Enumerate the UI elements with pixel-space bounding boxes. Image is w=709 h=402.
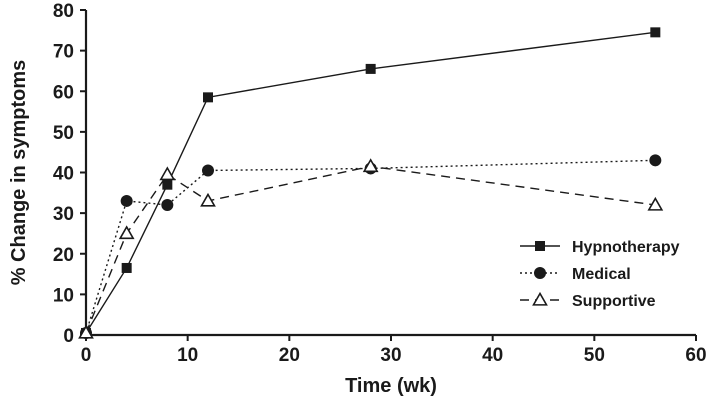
y-tick-label: 40: [53, 164, 74, 185]
legend: Hypnotherapy Medical Supportive: [520, 239, 680, 310]
data-point: [162, 179, 173, 190]
y-tick-label: 60: [53, 82, 74, 103]
y-axis-title: % Change in symptoms: [8, 60, 30, 286]
x-tick-label: 0: [81, 345, 92, 366]
x-axis-title: Time (wk): [345, 375, 437, 397]
legend-marker: [534, 267, 546, 279]
series-line: [85, 165, 656, 334]
y-tick-label: 50: [53, 123, 74, 144]
data-point: [202, 164, 214, 177]
x-tick-label: 30: [380, 345, 401, 366]
data-point: [365, 63, 376, 74]
y-tick-label: 10: [53, 285, 74, 306]
legend-item-medical: Medical: [520, 266, 631, 283]
x-tick-label: 50: [584, 345, 605, 366]
legend-label: Supportive: [572, 293, 656, 310]
series-group: [78, 27, 664, 339]
data-point: [121, 262, 132, 273]
data-point: [650, 27, 661, 38]
series-supportive: [78, 158, 664, 339]
axes: [84, 10, 696, 337]
data-point: [362, 158, 379, 173]
legend-marker: [532, 291, 548, 306]
series-line: [85, 31, 656, 334]
y-tick-label: 30: [53, 204, 74, 225]
legend-label: Hypnotherapy: [572, 239, 680, 256]
legend-item-hypnotherapy: Hypnotherapy: [520, 239, 680, 256]
data-point: [647, 196, 664, 211]
data-point: [161, 199, 174, 211]
x-tick-label: 60: [685, 345, 706, 366]
y-tick-label: 70: [53, 42, 74, 63]
x-tick-label: 40: [482, 345, 503, 366]
data-point: [120, 194, 133, 207]
series-hypnotherapy: [81, 27, 661, 338]
y-tick-label: 20: [53, 245, 74, 266]
data-point: [118, 225, 135, 240]
data-point: [78, 324, 94, 339]
legend-item-supportive: Supportive: [520, 291, 656, 310]
data-point: [200, 192, 216, 207]
legend-marker: [535, 241, 545, 251]
data-point: [649, 154, 662, 167]
x-tick-label: 10: [177, 345, 198, 366]
tick-group: 0 10 20 30 40 50 60 0 10 20 30 40 50 60 70 80: [53, 1, 707, 366]
legend-label: Medical: [572, 266, 631, 283]
x-tick-label: 20: [279, 345, 300, 366]
data-point: [159, 166, 176, 181]
y-tick-label: 0: [63, 326, 74, 347]
y-tick-label: 80: [53, 1, 74, 22]
data-point: [203, 92, 213, 103]
